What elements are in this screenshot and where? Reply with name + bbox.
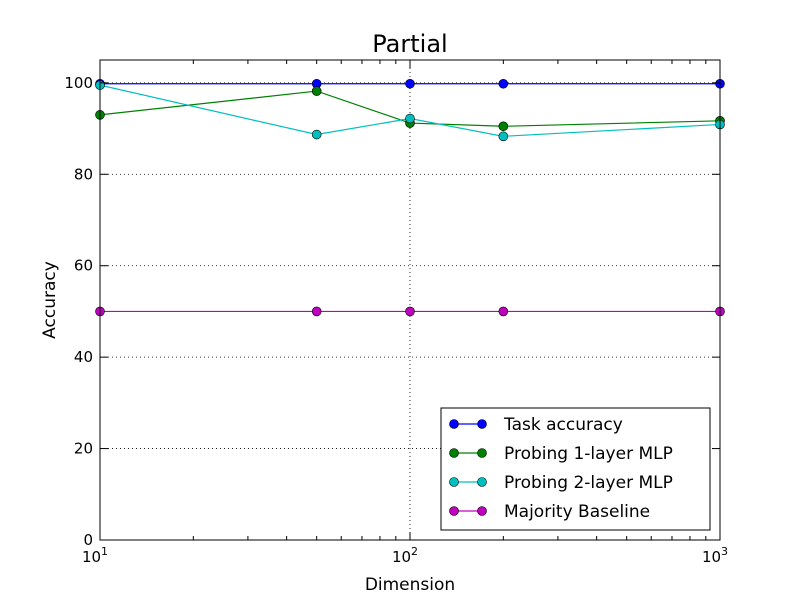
legend-label: Probing 1-layer MLP	[504, 444, 673, 464]
x-axis-label: Dimension	[365, 575, 455, 595]
legend-marker	[449, 448, 459, 458]
y-tick-label: 0	[83, 531, 93, 549]
y-tick-label: 100	[64, 74, 93, 92]
ticks: 101 102 103 0 20 40 60 80 100	[64, 60, 728, 566]
legend-entry: Task accuracy	[449, 415, 623, 435]
legend: Task accuracy Probing 1-layer MLP Probing …	[440, 407, 711, 531]
x-tick-label: 102	[392, 545, 418, 566]
chart-title: Partial	[372, 30, 447, 58]
legend-entry: Probing 2-layer MLP	[449, 473, 673, 493]
legend-marker	[449, 506, 459, 516]
data-point	[498, 78, 509, 89]
legend-marker	[477, 448, 487, 458]
y-tick-label: 80	[74, 165, 93, 183]
data-point	[405, 113, 415, 124]
series-task-accuracy	[95, 78, 725, 89]
legend-marker	[477, 419, 487, 429]
data-point	[405, 78, 415, 89]
legend-entry: Majority Baseline	[449, 502, 650, 522]
data-point	[311, 129, 322, 140]
series-probing-2-layer-mlp	[95, 80, 725, 142]
y-axis-label: Accuracy	[40, 261, 60, 339]
y-tick-label: 60	[74, 257, 93, 275]
legend-label: Majority Baseline	[504, 502, 650, 522]
data-point	[498, 121, 509, 132]
data-point	[405, 306, 415, 317]
legend-marker	[449, 419, 459, 429]
data-point	[498, 131, 509, 142]
series-majority-baseline	[95, 306, 725, 317]
legend-marker	[477, 506, 487, 516]
data-point	[311, 306, 322, 317]
x-tick-label: 101	[82, 545, 108, 566]
data-point	[498, 306, 509, 317]
legend-marker	[449, 477, 459, 487]
legend-entry: Probing 1-layer MLP	[449, 444, 673, 464]
legend-marker	[477, 477, 487, 487]
data-point	[311, 86, 322, 96]
y-tick-label: 40	[74, 348, 93, 366]
legend-label: Task accuracy	[503, 415, 623, 435]
y-tick-label: 20	[74, 440, 93, 458]
x-tick-label: 103	[702, 545, 728, 566]
legend-label: Probing 2-layer MLP	[504, 473, 673, 493]
